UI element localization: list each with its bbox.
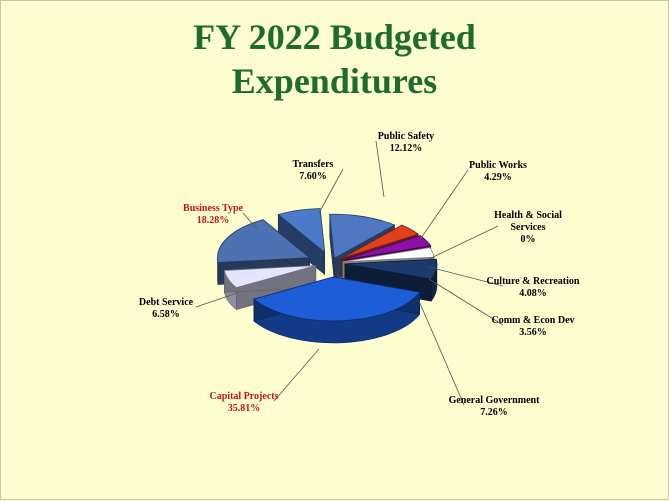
slice-general-government (344, 258, 438, 280)
value-label-capital-projects: 35.81% (228, 403, 261, 414)
value-label-debt-service: 6.58% (152, 309, 180, 320)
slice-transfers (277, 208, 326, 254)
chart-title-line1: FY 2022 Budgeted (193, 17, 476, 57)
leader-general-government (418, 300, 465, 406)
leader-culture-recreation (428, 266, 504, 287)
value-label-public-safety: 12.12% (390, 143, 423, 154)
leader-lines (195, 140, 504, 406)
leader-transfers (318, 168, 344, 214)
slice-public-safety (329, 213, 396, 259)
chart-title-line2: Expenditures (231, 61, 438, 101)
value-label-health-social-services: 0% (521, 234, 536, 245)
category-label-health-social-services: Health & Social (494, 210, 562, 221)
value-label-culture-recreation: 4.08% (519, 288, 547, 299)
slice-culture-recreation (343, 235, 432, 261)
value-label-comm-econ-dev: 3.56% (519, 327, 547, 338)
pie-slices (217, 208, 438, 322)
category-label-comm-econ-dev: Comm & Econ Dev (491, 315, 574, 326)
category-label-culture-recreation: Culture & Recreation (487, 276, 580, 287)
leader-public-safety (375, 140, 385, 198)
category-label-capital-projects: Capital Projects (210, 391, 279, 402)
leader-comm-econ-dev (428, 278, 504, 326)
category-label-health-social-services: Services (511, 222, 546, 233)
leader-capital-projects (273, 348, 320, 402)
category-label-business-type: Business Type (183, 203, 243, 214)
leader-health-social-services (428, 225, 499, 260)
value-label-public-works: 4.29% (484, 172, 512, 183)
slice-debt-service (223, 265, 316, 289)
value-label-transfers: 7.60% (299, 171, 327, 182)
category-label-public-works: Public Works (469, 160, 527, 171)
leader-debt-service (195, 292, 238, 308)
slice-comm-econ-dev (342, 247, 435, 263)
slice-public-works (341, 224, 420, 259)
leader-business-type (242, 212, 258, 230)
value-label-business-type: 18.28% (197, 215, 230, 226)
slice-business-type (217, 219, 311, 263)
value-label-general-government: 7.26% (480, 407, 508, 418)
category-label-public-safety: Public Safety (378, 131, 434, 142)
slice-capital-projects (253, 276, 421, 322)
category-label-general-government: General Government (449, 395, 540, 406)
category-label-transfers: Transfers (293, 159, 334, 170)
category-label-debt-service: Debt Service (139, 297, 194, 308)
leader-public-works (418, 169, 469, 242)
